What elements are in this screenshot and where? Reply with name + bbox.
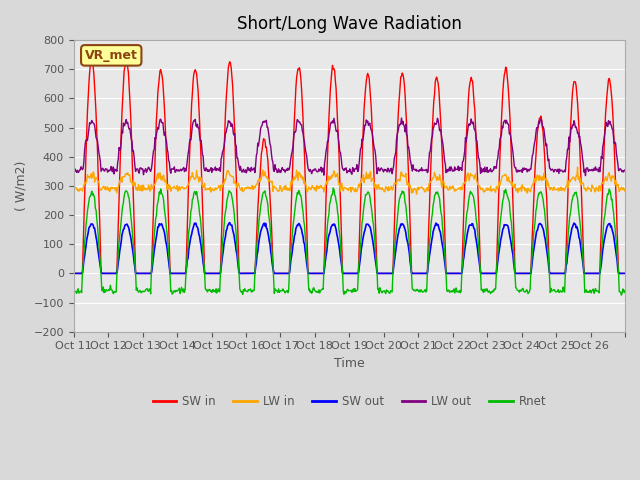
SW in xyxy=(264,156,271,162)
SW out xyxy=(226,220,234,226)
X-axis label: Time: Time xyxy=(334,357,365,370)
SW in xyxy=(438,141,445,147)
LW out xyxy=(236,168,244,173)
SW in xyxy=(237,271,244,276)
LW in xyxy=(134,182,142,188)
LW out xyxy=(621,167,629,173)
SW out xyxy=(134,271,142,276)
SW in xyxy=(285,271,292,276)
Rnet xyxy=(284,290,292,296)
Rnet xyxy=(438,213,445,218)
Line: Rnet: Rnet xyxy=(74,188,625,295)
LW in xyxy=(573,164,581,170)
LW in xyxy=(438,184,445,190)
Rnet xyxy=(621,288,629,294)
Rnet xyxy=(263,198,271,204)
Rnet xyxy=(134,289,142,295)
LW in xyxy=(284,188,292,193)
Line: LW in: LW in xyxy=(74,167,625,194)
SW in xyxy=(70,271,77,276)
SW out xyxy=(70,271,77,276)
LW out xyxy=(134,169,142,175)
Line: LW out: LW out xyxy=(74,118,625,176)
SW out xyxy=(438,239,445,244)
Title: Short/Long Wave Radiation: Short/Long Wave Radiation xyxy=(237,15,462,33)
LW in xyxy=(413,191,420,197)
Rnet xyxy=(236,286,244,292)
LW out xyxy=(284,165,292,171)
SW in xyxy=(88,57,96,62)
Rnet xyxy=(618,292,625,298)
LW in xyxy=(621,188,629,194)
LW out xyxy=(582,173,589,179)
SW out xyxy=(237,271,244,276)
LW out xyxy=(397,115,405,121)
Rnet xyxy=(70,287,77,293)
Line: SW in: SW in xyxy=(74,60,625,274)
Text: VR_met: VR_met xyxy=(85,49,138,62)
Rnet xyxy=(407,261,415,266)
SW in xyxy=(135,271,143,276)
Y-axis label: ( W/m2): ( W/m2) xyxy=(15,161,28,211)
SW in xyxy=(621,271,629,276)
LW out xyxy=(70,166,77,172)
SW out xyxy=(407,264,415,270)
Line: SW out: SW out xyxy=(74,223,625,274)
Legend: SW in, LW in, SW out, LW out, Rnet: SW in, LW in, SW out, LW out, Rnet xyxy=(148,390,551,413)
LW in xyxy=(406,182,414,188)
SW out xyxy=(264,230,271,236)
LW in xyxy=(70,185,77,191)
LW out xyxy=(263,125,271,131)
LW in xyxy=(236,185,244,191)
SW out xyxy=(285,271,292,276)
LW out xyxy=(407,159,415,165)
LW in xyxy=(263,174,271,180)
SW in xyxy=(407,247,415,252)
SW out xyxy=(621,271,629,276)
LW out xyxy=(438,135,445,141)
Rnet xyxy=(330,185,337,191)
